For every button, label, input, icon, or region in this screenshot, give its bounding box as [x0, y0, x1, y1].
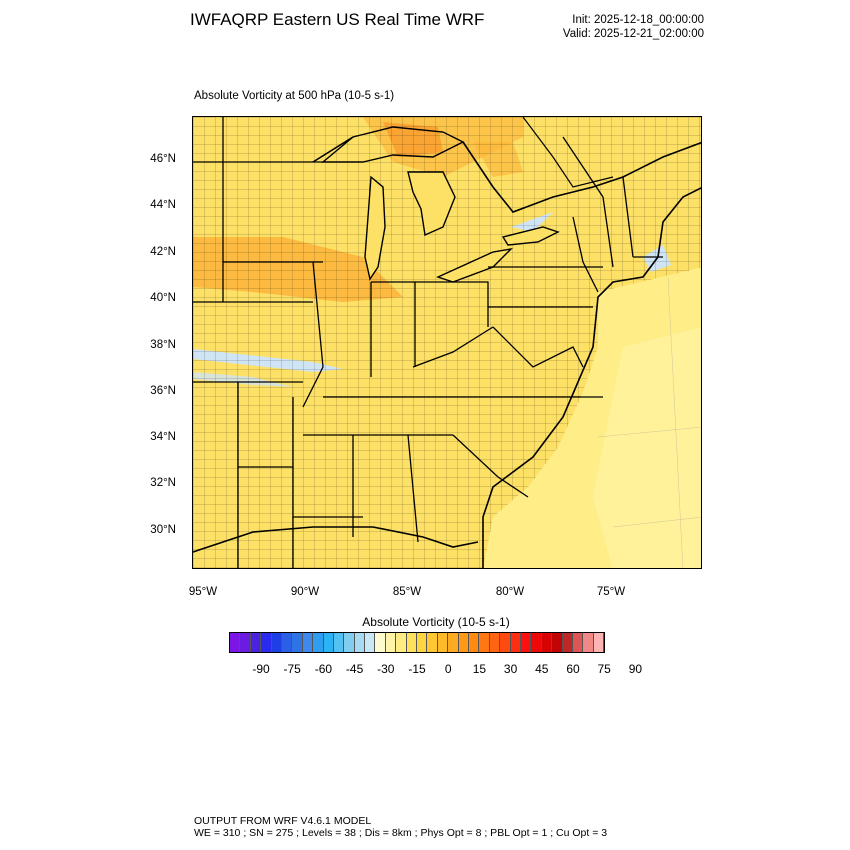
colorbar-swatch	[572, 633, 584, 652]
colorbar-label: 30	[503, 662, 518, 676]
colorbar-swatch	[292, 633, 303, 652]
gulf-coast	[193, 526, 479, 553]
lat-label: 40°N	[150, 292, 176, 304]
colorbar-swatch	[406, 633, 418, 652]
colorbar-swatch	[583, 633, 594, 652]
lon-label: 75°W	[596, 586, 626, 598]
colorbar-swatch	[520, 633, 532, 652]
vorticity-map	[193, 117, 701, 568]
colorbar-swatch	[500, 633, 511, 652]
colorbar-swatch	[541, 633, 553, 652]
lake-ontario	[501, 226, 560, 246]
lon-label: 85°W	[392, 586, 422, 598]
colorbar-label: 0	[444, 662, 452, 676]
lon-label: 90°W	[290, 586, 320, 598]
state-borders	[193, 117, 663, 568]
colorbar-swatch	[562, 633, 573, 652]
colorbar-swatch	[468, 633, 480, 652]
colorbar-label: -45	[345, 662, 364, 676]
lat-label: 32°N	[150, 477, 176, 489]
colorbar-swatch	[250, 633, 262, 652]
colorbar-label: 60	[566, 662, 580, 676]
colorbar-swatch	[240, 633, 251, 652]
colorbar-swatch	[593, 633, 605, 652]
colorbar-label: -75	[283, 662, 301, 676]
colorbar-label: 45	[535, 662, 549, 676]
map-title: IWFAQRP Eastern US Real Time WRF	[190, 10, 485, 29]
colorbar-swatch	[510, 633, 521, 652]
field-title: Absolute Vorticity at 500 hPa (10-5 s-1)	[194, 90, 395, 102]
colorbar-swatch	[261, 633, 272, 652]
colorbar-swatch	[396, 633, 407, 652]
colorbar-swatch	[385, 633, 397, 652]
colorbar	[229, 632, 606, 653]
colorbar-swatch	[281, 633, 293, 652]
colorbar-swatch	[531, 633, 542, 652]
init-valid-times: Init: 2025-12-18_00:00:00 Valid: 2025-12…	[563, 13, 704, 41]
colorbar-swatch	[333, 633, 345, 652]
colorbar-swatch	[552, 633, 563, 652]
ocean-pale-patch	[593, 327, 701, 568]
lat-label: 46°N	[150, 153, 176, 165]
colorbar-swatch	[427, 633, 438, 652]
colorbar-swatch	[458, 633, 469, 652]
valid-time: Valid: 2025-12-21_02:00:00	[562, 28, 704, 40]
colorbar-label: 90	[628, 662, 643, 676]
colorbar-label: -15	[408, 662, 426, 676]
init-time: Init: 2025-12-18_00:00:00	[572, 14, 704, 26]
colorbar-swatch	[437, 633, 449, 652]
footer-line-2: WE = 310 ; SN = 275 ; Levels = 38 ; Dis …	[194, 827, 608, 839]
colorbar-label: -60	[314, 662, 333, 676]
lat-label: 30°N	[150, 524, 176, 536]
lat-label: 38°N	[150, 339, 176, 351]
map-panel	[192, 116, 702, 569]
colorbar-swatch	[271, 633, 282, 652]
colorbar-label: -30	[377, 662, 395, 676]
colorbar-swatch	[375, 633, 386, 652]
canada-border	[312, 136, 701, 213]
colorbar-swatch	[313, 633, 324, 652]
colorbar-swatch	[448, 633, 459, 652]
lon-label: 95°W	[188, 586, 218, 598]
colorbar-swatch	[417, 633, 428, 652]
lake-erie	[436, 247, 514, 283]
colorbar-swatch	[489, 633, 501, 652]
lat-label: 44°N	[150, 199, 176, 211]
model-info-footer: OUTPUT FROM WRF V4.6.1 MODEL WE = 310 ; …	[194, 815, 607, 839]
colorbar-swatch	[302, 633, 314, 652]
lat-label: 34°N	[150, 431, 176, 443]
footer-line-1: OUTPUT FROM WRF V4.6.1 MODEL	[194, 815, 372, 827]
lake-michigan	[364, 175, 386, 281]
county-lines	[193, 117, 701, 568]
st-lawrence	[522, 117, 614, 188]
colorbar-swatch	[323, 633, 334, 652]
lon-label: 80°W	[495, 586, 525, 598]
colorbar-title: Absolute Vorticity (10-5 s-1)	[362, 615, 510, 629]
colorbar-swatch	[365, 633, 376, 652]
colorbar-swatch	[230, 633, 241, 652]
colorbar-label: 75	[597, 662, 611, 676]
east-coast	[482, 187, 701, 568]
colorbar-swatch	[344, 633, 355, 652]
colorbar-label: -90	[252, 662, 270, 676]
colorbar-swatch	[479, 633, 490, 652]
colorbar-label: 15	[472, 662, 487, 676]
lat-label: 36°N	[150, 385, 176, 397]
colorbar-swatch	[354, 633, 366, 652]
graticule	[597, 276, 701, 568]
lat-label: 42°N	[150, 246, 176, 258]
lake-huron	[407, 171, 456, 237]
